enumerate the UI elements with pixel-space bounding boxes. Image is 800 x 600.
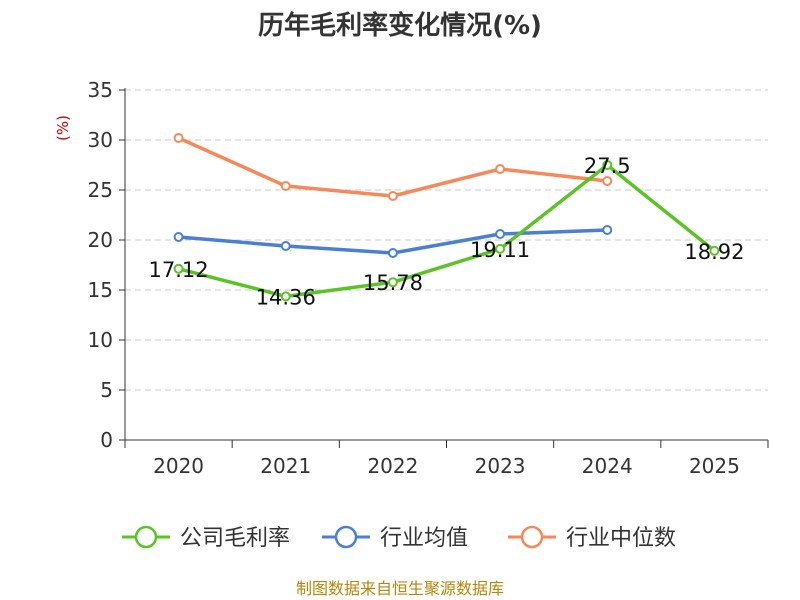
series-group [173,133,720,302]
legend-label-0: 公司毛利率 [180,526,290,551]
series-point-0-2023 [495,243,506,254]
series-line-0 [178,163,716,299]
data-label-2022: 15.78 [363,271,423,295]
data-label-2024: 27.5 [584,154,631,178]
y-tick-label-20: 20 [88,228,113,252]
x-tick-label-2022: 2022 [367,454,418,478]
series-point-1-2023 [495,229,506,239]
data-labels: 17.12 14.36 15.78 19.11 27.5 18.92 [149,154,745,309]
data-label-2021: 14.36 [256,285,316,309]
series-point-1-2020 [173,232,184,242]
x-tick-label-2025: 2025 [689,454,740,478]
y-tick-label-35: 35 [88,78,113,102]
y-axis-label: (%) [54,115,72,141]
series-point-2-2023 [495,164,506,174]
series-point-2-2022 [387,191,398,201]
y-tick-label-10: 10 [88,328,113,352]
x-tick-label-2021: 2021 [260,454,311,478]
series-point-2-2024 [602,176,613,186]
x-tick-label-2024: 2024 [582,454,633,478]
series-point-0-2025 [709,245,720,256]
data-label-2020: 17.12 [149,258,209,282]
y-tick-label-30: 30 [88,128,113,152]
legend-marker-1 [334,525,358,549]
legend-marker-2 [520,525,544,549]
y-tick-label-25: 25 [88,178,113,202]
series-point-2-2021 [280,181,291,191]
series-point-0-2020 [173,263,184,274]
series-point-0-2022 [387,277,398,288]
legend-label-1: 行业均值 [380,526,468,551]
series-point-0-2024 [602,160,613,170]
data-label-2025: 18.92 [684,240,744,264]
series-point-0-2021 [280,291,291,302]
series-point-1-2022 [387,248,398,258]
series-point-2-2020 [173,133,184,143]
source-note: 制图数据来自恒生聚源数据库 [296,579,504,598]
series-point-1-2024 [602,225,613,235]
series-line-2 [177,136,608,198]
x-tick-label-2020: 2020 [153,454,204,478]
legend: 公司毛利率 行业均值 行业中位数 [122,525,676,551]
data-label-2023: 19.11 [470,238,530,262]
legend-marker-0 [134,525,158,549]
y-tick-label-15: 15 [88,278,113,302]
chart-title: 历年毛利率变化情况(%) [258,10,542,41]
grid-lines [125,89,768,391]
y-tick-label-0: 0 [100,428,113,452]
y-tick-label-5: 5 [100,378,113,402]
x-tick-label-2023: 2023 [475,454,526,478]
series-point-1-2021 [280,241,291,251]
legend-label-2: 行业中位数 [566,526,676,551]
